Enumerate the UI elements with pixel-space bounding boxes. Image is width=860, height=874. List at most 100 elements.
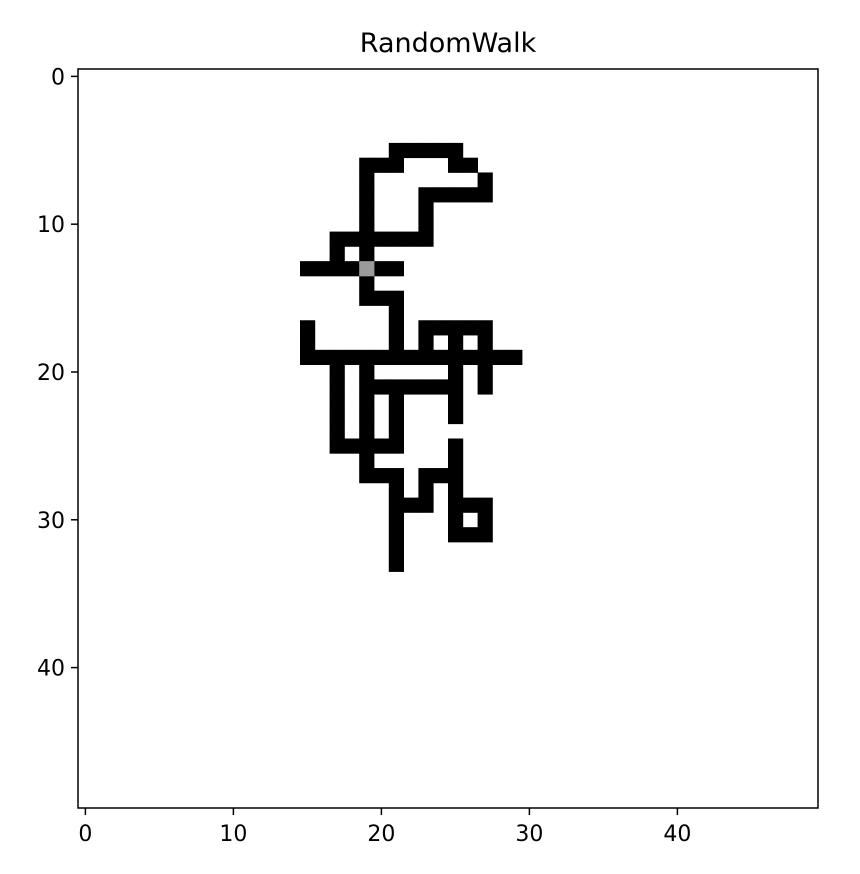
visited-cell (374, 438, 390, 454)
visited-cell (388, 261, 404, 277)
visited-cell (477, 187, 493, 203)
visited-cell (344, 349, 360, 365)
visited-cell (359, 290, 375, 306)
visited-cell (448, 320, 464, 336)
visited-cell (448, 379, 464, 395)
visited-cell (403, 497, 419, 513)
visited-cell (388, 335, 404, 351)
visited-cell (418, 468, 434, 484)
current-cell (359, 261, 375, 277)
visited-cell (388, 541, 404, 558)
visited-cell (329, 423, 345, 439)
visited-cell (477, 379, 493, 395)
visited-cell (329, 231, 345, 247)
visited-cell (374, 157, 390, 173)
visited-cell (433, 349, 449, 365)
visited-cell (462, 320, 478, 336)
visited-cell (344, 231, 360, 247)
plot-frame (77, 68, 819, 809)
visited-cell (329, 379, 345, 395)
visited-cell (374, 349, 390, 365)
visited-cell (448, 364, 464, 380)
visited-cell (433, 187, 449, 203)
visited-cell (388, 349, 404, 365)
visited-cell (359, 379, 375, 395)
visited-cell (448, 187, 464, 203)
visited-cell (418, 497, 434, 513)
visited-cell (507, 349, 523, 365)
visited-cell (418, 320, 434, 336)
visited-cell (418, 231, 434, 247)
visited-cell (388, 231, 404, 247)
visited-cell (462, 527, 478, 543)
visited-cell (374, 379, 390, 395)
visited-cell (388, 468, 404, 484)
visited-cell (359, 394, 375, 410)
visited-cell (388, 556, 404, 572)
visited-cell (388, 142, 404, 159)
x-tick-label: 30 (515, 822, 543, 847)
x-tick-label: 20 (367, 822, 395, 847)
visited-cell (477, 364, 493, 380)
visited-cell (359, 216, 375, 232)
visited-cell (329, 349, 345, 365)
visited-cell (403, 349, 419, 365)
visited-cell (448, 482, 464, 499)
visited-cell (448, 157, 464, 173)
y-tick-label: 20 (37, 361, 65, 386)
visited-cell (433, 320, 449, 336)
visited-cell (329, 394, 345, 410)
visited-cell (492, 349, 508, 365)
visited-cell (418, 335, 434, 351)
visited-cell (359, 231, 375, 247)
visited-cell (359, 349, 375, 365)
visited-cell (374, 468, 390, 484)
visited-cell (359, 423, 375, 439)
visited-cell (448, 512, 464, 528)
visited-cell (477, 512, 493, 528)
visited-cell (433, 379, 449, 395)
visited-cell (300, 261, 316, 277)
y-axis: 0 10 20 30 40 (37, 65, 78, 682)
visited-cell (329, 261, 345, 277)
visited-cell (418, 142, 434, 159)
visited-cell (403, 142, 419, 159)
visited-cell (329, 364, 345, 380)
visited-cell (374, 231, 390, 247)
visited-cell (477, 349, 493, 365)
visited-cell (388, 497, 404, 513)
visited-cell (477, 320, 493, 336)
visited-cell (359, 157, 375, 173)
visited-cell (388, 438, 404, 454)
visited-cell (359, 438, 375, 454)
visited-cell (448, 335, 464, 351)
visited-cell (462, 497, 478, 513)
visited-cell (448, 408, 464, 425)
visited-cell (448, 468, 464, 484)
y-tick-label: 30 (37, 509, 65, 534)
visited-cell (388, 482, 404, 499)
visited-cell (359, 468, 375, 484)
visited-cell (477, 172, 493, 188)
x-tick-label: 40 (663, 822, 691, 847)
y-tick-label: 10 (37, 213, 65, 238)
visited-cell (374, 261, 390, 277)
visited-cell (388, 157, 404, 173)
x-tick-label: 0 (78, 822, 92, 847)
walk-cells (300, 142, 523, 572)
visited-cell (448, 142, 464, 159)
visited-cell (448, 394, 464, 410)
x-axis: 0 10 20 30 40 (78, 808, 691, 847)
visited-cell (388, 305, 404, 321)
visited-cell (448, 438, 464, 454)
visited-cell (403, 231, 419, 247)
visited-cell (329, 246, 345, 262)
visited-cell (448, 453, 464, 469)
visited-cell (477, 335, 493, 351)
visited-cell (359, 172, 375, 188)
visited-cell (314, 261, 330, 277)
visited-cell (433, 142, 449, 159)
visited-cell (359, 275, 375, 292)
visited-cell (418, 187, 434, 203)
